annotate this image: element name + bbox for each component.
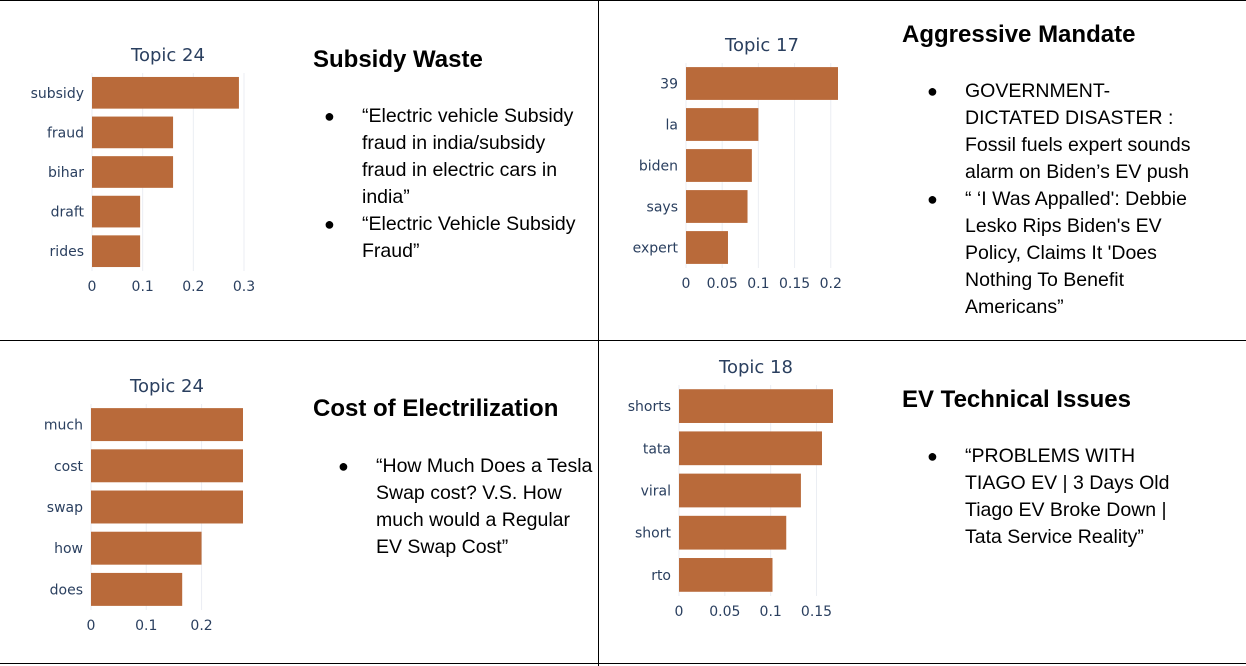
- topic-17-chart: 39 la biden says expert 0 0.05 0.1 0.15 0.2 Topic …: [633, 35, 842, 292]
- bar-shorts: [679, 389, 833, 423]
- x-tick-label: 0.1: [747, 276, 769, 292]
- bullet-dot-icon: ●: [927, 81, 938, 101]
- bar-how: [91, 531, 202, 565]
- x-tick-label: 0.1: [135, 618, 157, 634]
- frame-vertical-divider: [598, 0, 599, 666]
- frame-horizontal-divider: [0, 340, 1246, 341]
- bar-la: [686, 108, 759, 141]
- x-tick-label: 0.1: [760, 604, 782, 620]
- bar-biden: [686, 149, 752, 182]
- bullet-item: ● “Electric vehicle Subsidy fraud in indi…: [324, 103, 592, 211]
- bullet-item: ● “Electric Vehicle Subsidy Fraud”: [324, 211, 592, 265]
- category-label: subsidy: [31, 86, 84, 102]
- chart-title: Topic 24: [129, 376, 204, 397]
- x-tick-label: 0.15: [801, 604, 832, 620]
- bullet-dot-icon: ●: [338, 456, 349, 476]
- category-label: la: [666, 118, 678, 134]
- bullet-text: GOVERNMENT-DICTATED DISASTER : Fossil fu…: [965, 80, 1191, 183]
- category-label: short: [635, 526, 671, 542]
- category-label: swap: [47, 500, 83, 516]
- category-label: how: [54, 541, 83, 557]
- bullet-item: ● “ ‘I Was Appalled': Debbie Lesko Rips B…: [927, 186, 1195, 321]
- category-label: shorts: [628, 399, 671, 415]
- panel-heading: EV Technical Issues: [902, 386, 1131, 413]
- bar-cost: [91, 449, 243, 483]
- x-tick-label: 0.05: [709, 604, 740, 620]
- category-label: tata: [643, 441, 671, 457]
- category-label: much: [44, 418, 83, 434]
- bullet-list: ● “How Much Does a Tesla Swap cost? V.S. …: [338, 453, 594, 561]
- bullet-dot-icon: ●: [927, 446, 938, 466]
- category-label: biden: [639, 159, 678, 175]
- bullet-list: ● “Electric vehicle Subsidy fraud in indi…: [324, 103, 592, 265]
- bar-rides: [92, 235, 141, 268]
- x-tick-label: 0: [87, 618, 96, 634]
- x-tick-label: 0.2: [190, 618, 212, 634]
- bullet-list: ● “PROBLEMS WITH TIAGO EV | 3 Days Old Ti…: [927, 443, 1195, 551]
- topic-24-chart: subsidy fraud bihar draft rides 0 0.1 0.2 0.3 Top…: [31, 45, 256, 295]
- bullet-item: ● GOVERNMENT-DICTATED DISASTER : Fossil f…: [927, 78, 1195, 186]
- bullet-item: ● “PROBLEMS WITH TIAGO EV | 3 Days Old Ti…: [927, 443, 1195, 551]
- chart-title: Topic 18: [718, 357, 793, 378]
- category-label: rides: [50, 244, 84, 260]
- bar-rto: [679, 558, 773, 592]
- bullet-text: “PROBLEMS WITH TIAGO EV | 3 Days Old Tia…: [965, 445, 1170, 548]
- bar-tata: [679, 431, 822, 466]
- bar-fraud: [92, 116, 174, 149]
- bullet-item: ● “How Much Does a Tesla Swap cost? V.S. …: [338, 453, 594, 561]
- bullet-list: ● GOVERNMENT-DICTATED DISASTER : Fossil f…: [927, 78, 1195, 321]
- x-tick-label: 0.2: [820, 276, 842, 292]
- bullet-dot-icon: ●: [927, 189, 938, 209]
- chart-title: Topic 24: [130, 45, 205, 66]
- x-tick-label: 0: [682, 276, 691, 292]
- bullet-text: “Electric vehicle Subsidy fraud in india…: [362, 105, 574, 208]
- x-tick-label: 0.1: [132, 279, 154, 295]
- bar-draft: [92, 195, 141, 228]
- category-label: rto: [651, 568, 671, 584]
- chart-title: Topic 17: [724, 35, 799, 56]
- bullet-text: “How Much Does a Tesla Swap cost? V.S. H…: [376, 455, 593, 558]
- frame-bottom-border: [0, 663, 1246, 664]
- bar-expert: [686, 231, 728, 264]
- bar-does: [91, 572, 183, 606]
- bar-says: [686, 190, 748, 223]
- x-tick-label: 0.05: [707, 276, 738, 292]
- category-label: cost: [54, 459, 84, 475]
- bullet-dot-icon: ●: [324, 106, 335, 126]
- bullet-dot-icon: ●: [324, 214, 335, 234]
- bar-short: [679, 515, 787, 550]
- x-tick-label: 0: [675, 604, 684, 620]
- panel-heading: Aggressive Mandate: [902, 21, 1136, 48]
- bar-subsidy: [92, 76, 239, 109]
- x-tick-label: 0.3: [233, 279, 255, 295]
- category-label: says: [647, 200, 678, 216]
- x-tick-label: 0: [88, 279, 97, 295]
- bar-much: [91, 408, 243, 442]
- category-label: viral: [641, 484, 671, 500]
- bullet-text: “ ‘I Was Appalled': Debbie Lesko Rips Bi…: [965, 188, 1187, 318]
- category-label: expert: [633, 241, 679, 257]
- category-label: bihar: [48, 165, 84, 181]
- panel-heading: Cost of Electrilization: [313, 395, 559, 422]
- category-label: 39: [660, 77, 678, 93]
- frame-top-border: [0, 0, 1246, 1]
- bullet-text: “Electric Vehicle Subsidy Fraud”: [362, 213, 576, 262]
- bar-bihar: [92, 156, 174, 188]
- category-label: does: [50, 582, 83, 598]
- bar-39: [686, 67, 838, 100]
- bar-viral: [679, 473, 801, 508]
- category-label: fraud: [47, 125, 84, 141]
- x-tick-label: 0.15: [779, 276, 810, 292]
- category-label: draft: [51, 205, 85, 221]
- x-tick-label: 0.2: [182, 279, 204, 295]
- topic-24-cost-chart: much cost swap how does 0 0.1 0.2 Topic 24: [44, 376, 243, 634]
- bar-swap: [91, 490, 243, 524]
- panel-heading: Subsidy Waste: [313, 46, 483, 73]
